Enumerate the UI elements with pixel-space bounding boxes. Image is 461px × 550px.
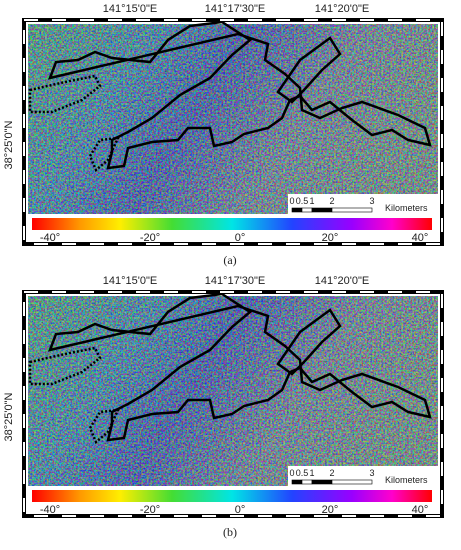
colorbar-label: 0° bbox=[235, 504, 246, 516]
latitude-label: 38°25'0"N bbox=[3, 120, 15, 169]
colorbar-label: -40° bbox=[40, 504, 60, 516]
scale-segment bbox=[331, 207, 373, 213]
scale-label: 2 bbox=[329, 468, 334, 478]
scale-segment bbox=[301, 479, 313, 485]
longitude-label: 141°20'0"E bbox=[315, 275, 369, 287]
boundary bbox=[276, 36, 342, 104]
latitude-label: 38°25'0"N bbox=[3, 392, 15, 441]
scale-unit: Kilometers bbox=[385, 475, 428, 485]
scale-segment bbox=[291, 479, 303, 485]
colorbar-label: 20° bbox=[322, 504, 339, 516]
outlines bbox=[28, 20, 432, 173]
dotted-boundary bbox=[28, 346, 102, 386]
dotted-boundary bbox=[28, 74, 102, 114]
boundary bbox=[48, 292, 432, 442]
scale-label: 3 bbox=[369, 468, 374, 478]
scale-label: 0 bbox=[289, 468, 294, 478]
scale-label: 0 bbox=[289, 196, 294, 206]
scale-segment bbox=[331, 479, 373, 485]
colorbar-label: -20° bbox=[140, 504, 160, 516]
longitude-label: 141°17'30"E bbox=[205, 3, 266, 15]
scale-label: 0.5 bbox=[296, 468, 309, 478]
scale-segment bbox=[311, 479, 333, 485]
scale-segment bbox=[291, 207, 303, 213]
longitude-label: 141°15'0"E bbox=[103, 275, 157, 287]
phase-noise bbox=[28, 296, 438, 486]
colorbar bbox=[32, 490, 432, 502]
colorbar-label: 40° bbox=[412, 504, 429, 516]
dotted-boundary bbox=[88, 136, 121, 173]
scale-label: 2 bbox=[329, 196, 334, 206]
longitude-label: 141°17'30"E bbox=[205, 275, 266, 287]
scale-label: 0.5 bbox=[296, 196, 309, 206]
dotted-boundary bbox=[88, 408, 121, 445]
boundary bbox=[276, 308, 342, 376]
colorbar-label: -20° bbox=[140, 232, 160, 244]
outlines bbox=[28, 292, 432, 445]
panel-label: (b) bbox=[223, 525, 237, 539]
colorbar-label: 0° bbox=[235, 232, 246, 244]
boundary bbox=[48, 20, 432, 170]
panel-label: (a) bbox=[223, 253, 236, 267]
scale-label: 1 bbox=[309, 468, 314, 478]
scale-label: 3 bbox=[369, 196, 374, 206]
colorbar bbox=[32, 218, 432, 230]
frame-border-ticks bbox=[23, 291, 443, 517]
panel: 141°15'0"E 141°17'30"E 141°20'0"E 38°25'0"N… bbox=[3, 275, 444, 539]
frame-border-ticks bbox=[23, 19, 443, 245]
scale-segment bbox=[311, 207, 333, 213]
colorbar-label: -40° bbox=[40, 232, 60, 244]
scale-unit: Kilometers bbox=[385, 203, 428, 213]
panel: 141°15'0"E 141°17'30"E 141°20'0"E 38°25'0"N… bbox=[3, 3, 444, 267]
scale-segment bbox=[301, 207, 313, 213]
longitude-label: 141°20'0"E bbox=[315, 3, 369, 15]
scale-label: 1 bbox=[309, 196, 314, 206]
colorbar-label: 40° bbox=[412, 232, 429, 244]
longitude-label: 141°15'0"E bbox=[103, 3, 157, 15]
phase-noise bbox=[28, 24, 438, 214]
colorbar-label: 20° bbox=[322, 232, 339, 244]
